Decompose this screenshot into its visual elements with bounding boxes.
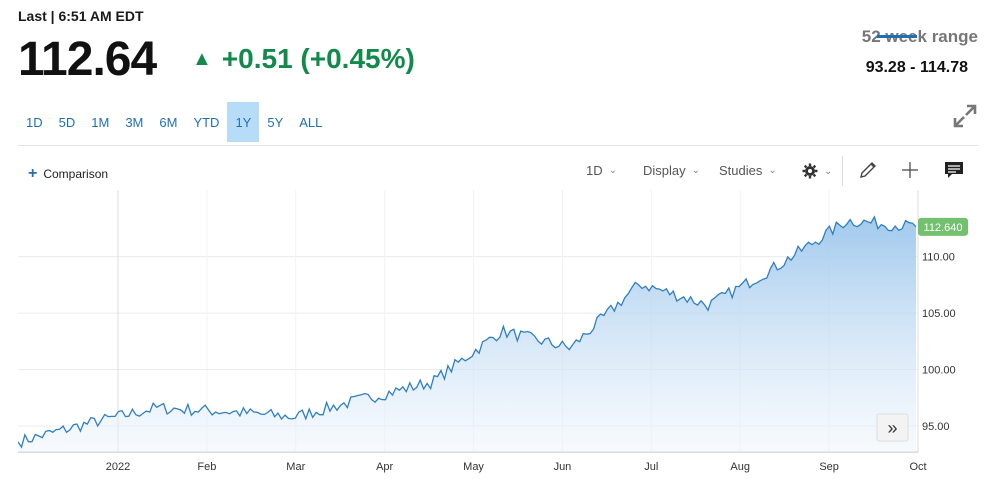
studies-dropdown[interactable]: Studies ⌄ <box>719 163 777 178</box>
x-tick-label: May <box>463 461 484 473</box>
y-tick-label: 100.00 <box>922 365 956 377</box>
period-button-1d[interactable]: 1D <box>26 114 43 130</box>
last-price-badge <box>918 217 968 236</box>
comparison-label: Comparison <box>43 167 109 181</box>
up-triangle-icon: ▲ <box>192 48 212 70</box>
last-price-label: 112.640 <box>924 222 963 234</box>
period-button-5d[interactable]: 5D <box>58 114 76 130</box>
toolbar-divider <box>842 156 843 186</box>
last-update-label: Last | 6:51 AM EDT <box>18 8 144 24</box>
period-button-1m[interactable]: 1M <box>91 114 110 130</box>
period-button-5y[interactable]: 5Y <box>267 114 284 130</box>
price-line <box>17 215 917 449</box>
current-price: 112.64 <box>18 33 157 86</box>
period-button-3m[interactable]: 3M <box>125 114 144 130</box>
period-button-ytd[interactable]: YTD <box>193 114 220 130</box>
double-chevron-right-icon: » <box>887 418 897 438</box>
price-area <box>18 216 916 452</box>
comparison-button[interactable]: + Comparison <box>28 165 108 183</box>
chevron-down-icon: ⌄ <box>824 165 833 177</box>
period-selector: 1D 5D 1M 3M 6M YTD 1Y 5Y ALL <box>18 102 330 142</box>
y-tick-label: 105.00 <box>922 308 956 320</box>
chevron-down-icon: ⌄ <box>768 165 777 176</box>
period-button-6m[interactable]: 6M <box>159 114 178 130</box>
range-value: 93.28 - 114.78 <box>865 59 968 76</box>
period-button-1y[interactable]: 1Y <box>227 102 260 142</box>
x-tick-label: Sep <box>819 461 839 473</box>
x-tick-label: Apr <box>376 461 393 473</box>
settings-dropdown[interactable]: ⌄ <box>802 163 832 179</box>
x-tick-label: Feb <box>197 461 216 473</box>
gear-icon <box>802 163 818 179</box>
y-tick-label: 95.00 <box>922 421 950 433</box>
x-tick-label: Jul <box>644 461 658 473</box>
price-change-value: +0.51 (+0.45%) <box>221 43 415 74</box>
x-tick-label: Oct <box>909 461 926 473</box>
interval-dropdown[interactable]: 1D ⌄ <box>586 163 617 178</box>
chevron-down-icon: ⌄ <box>608 165 618 176</box>
crosshair-icon[interactable] <box>899 159 921 181</box>
pencil-icon[interactable] <box>857 159 879 181</box>
scroll-right-button[interactable]: » <box>876 413 909 442</box>
x-tick-label: Aug <box>730 461 750 473</box>
chart-toolbar: + Comparison 1D ⌄ Display ⌄ Studies ⌄ ⌄ <box>18 150 978 190</box>
studies-label: Studies <box>719 163 763 178</box>
comment-icon[interactable] <box>943 159 965 181</box>
plus-icon: + <box>28 165 38 182</box>
chevron-down-icon: ⌄ <box>691 165 701 176</box>
x-tick-label: Mar <box>286 461 305 473</box>
price-change: ▲ +0.51 (+0.45%) <box>192 45 415 73</box>
price-chart[interactable]: 95.00 100.00 105.00 110.00 2022 Feb Mar Apr May J… <box>17 190 978 479</box>
display-label: Display <box>643 163 686 178</box>
expand-icon[interactable] <box>952 103 978 129</box>
interval-label: 1D <box>586 163 603 178</box>
x-tick-label: 2022 <box>106 461 130 473</box>
x-tick-label: Jun <box>554 461 572 473</box>
active-tool-indicator <box>877 35 917 38</box>
price-chart-svg: 95.00 100.00 105.00 110.00 2022 Feb Mar Apr May J… <box>17 190 968 473</box>
period-button-all[interactable]: ALL <box>299 114 323 130</box>
display-dropdown[interactable]: Display ⌄ <box>643 163 700 178</box>
y-tick-label: 110.00 <box>922 252 955 264</box>
range-title: 52 week range <box>861 27 978 46</box>
divider <box>18 145 978 146</box>
